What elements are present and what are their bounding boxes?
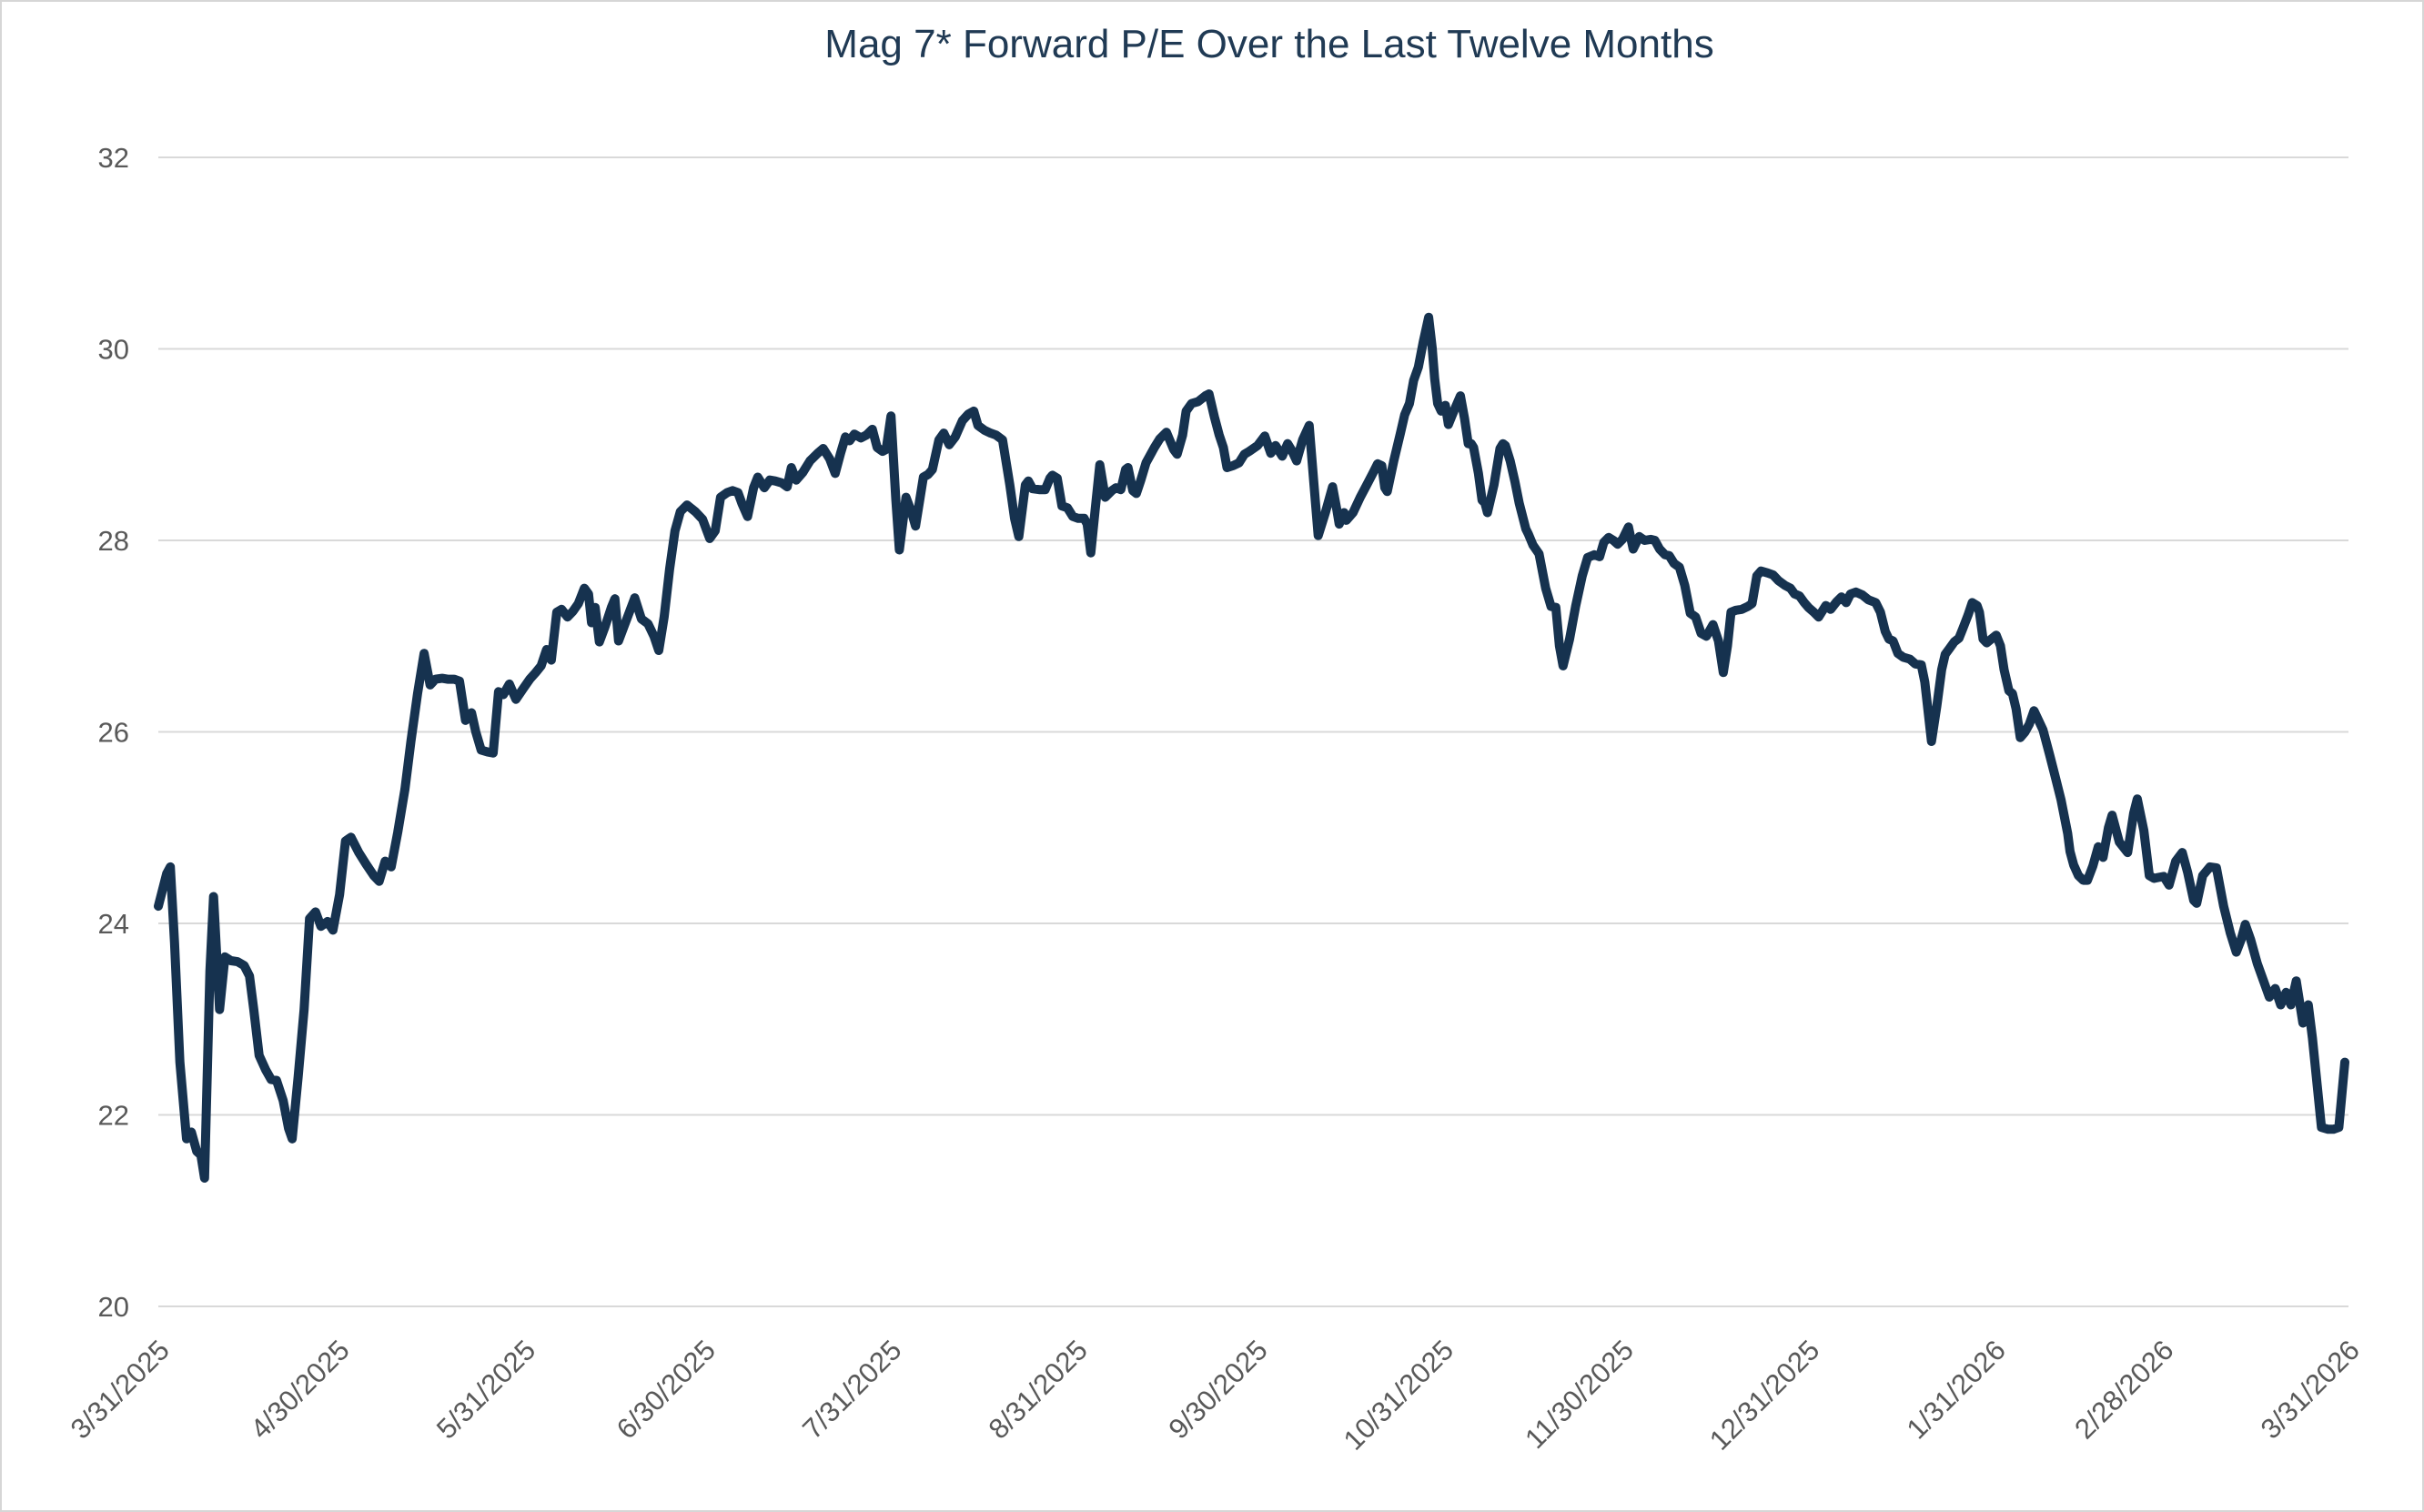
x-tick-label: 12/31/2025	[1703, 1334, 1825, 1456]
x-axis-tick-labels: 3/31/2025 4/30/2025 5/31/2025 6/30/2025 7/31…	[65, 1334, 2366, 1456]
chart-title: Mag 7* Forward P/E Over the Last Twelve …	[824, 22, 1714, 66]
x-tick-label: 8/31/2025	[983, 1334, 1094, 1445]
gridlines	[158, 156, 2348, 1307]
y-tick-label: 32	[98, 142, 129, 174]
x-tick-label: 4/30/2025	[245, 1334, 356, 1445]
y-tick-label: 20	[98, 1291, 129, 1323]
x-tick-label: 1/31/2026	[1901, 1334, 2012, 1445]
y-tick-label: 30	[98, 334, 129, 366]
x-tick-label: 5/31/2025	[430, 1334, 541, 1445]
x-tick-label: 3/31/2025	[65, 1334, 176, 1445]
x-tick-label: 6/30/2025	[611, 1334, 722, 1445]
y-axis-tick-labels: 20 22 24 26 28 30 32	[98, 142, 129, 1323]
x-tick-label: 11/30/2025	[1519, 1334, 1640, 1455]
x-tick-label: 2/28/2026	[2068, 1334, 2179, 1445]
x-tick-label: 9/30/2025	[1162, 1334, 1273, 1445]
x-tick-label: 7/31/2025	[796, 1334, 907, 1445]
x-tick-label: 10/31/2025	[1338, 1334, 1459, 1456]
y-tick-label: 22	[98, 1100, 129, 1132]
y-tick-label: 24	[98, 908, 129, 940]
y-tick-label: 28	[98, 525, 129, 557]
y-tick-label: 26	[98, 717, 129, 749]
x-tick-label: 3/31/2026	[2255, 1334, 2366, 1445]
pe-line-series	[154, 312, 2349, 1183]
